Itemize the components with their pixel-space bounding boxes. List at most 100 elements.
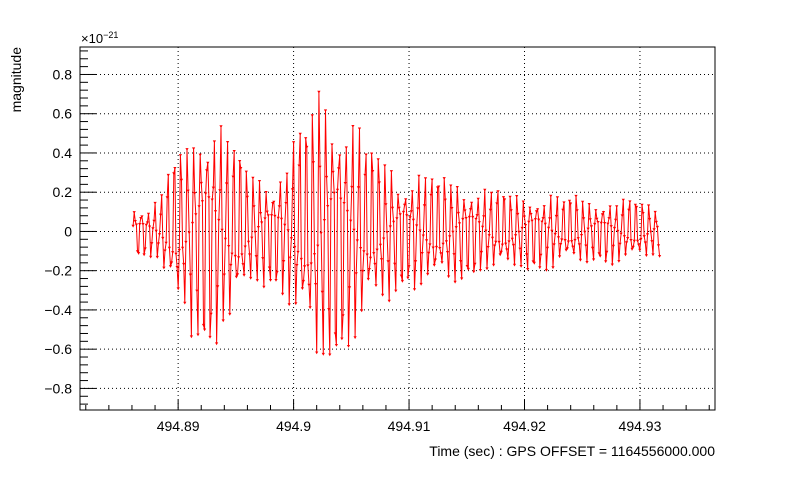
data-point (530, 219, 534, 223)
data-point (443, 198, 447, 202)
data-point (133, 220, 137, 223)
data-point (330, 143, 334, 147)
data-point (139, 217, 143, 220)
data-point (304, 137, 308, 140)
data-point (582, 217, 586, 220)
data-point (206, 161, 210, 165)
data-point (385, 231, 389, 234)
data-point (314, 283, 318, 286)
x-tick-label: 494.9 (276, 418, 311, 434)
data-point (432, 263, 436, 267)
data-point (633, 203, 637, 207)
data-point (146, 212, 151, 216)
data-point (422, 204, 426, 208)
data-point (506, 257, 510, 261)
data-point (255, 279, 259, 282)
data-point (651, 253, 655, 257)
data-point (455, 186, 459, 189)
data-point (466, 267, 470, 271)
data-point (627, 208, 631, 212)
data-point (617, 260, 621, 263)
data-point (152, 219, 156, 223)
data-point (165, 196, 169, 200)
data-point (162, 266, 166, 270)
data-point (599, 221, 603, 225)
data-point (420, 252, 424, 255)
data-point (461, 217, 465, 221)
data-point (497, 240, 501, 244)
data-point (220, 228, 224, 232)
data-point (311, 161, 315, 164)
data-point (486, 246, 490, 249)
series-line (132, 91, 661, 355)
data-point (603, 222, 607, 225)
data-point (482, 215, 486, 218)
data-point (403, 203, 407, 207)
data-point (332, 191, 336, 195)
data-point (534, 210, 539, 214)
x-tick-label: 494.93 (619, 418, 662, 434)
data-point (392, 220, 396, 224)
data-point (507, 240, 511, 244)
data-point (276, 216, 280, 220)
data-point (428, 243, 432, 247)
data-point (548, 217, 552, 221)
data-point (375, 248, 379, 252)
data-point (610, 263, 614, 267)
data-point (300, 287, 304, 290)
data-point (305, 145, 309, 149)
data-point (477, 221, 481, 224)
data-point (511, 243, 515, 247)
data-point (340, 337, 344, 341)
x-tick-label: 494.91 (388, 418, 431, 434)
data-point (623, 253, 628, 257)
data-point (551, 266, 555, 270)
data-point (540, 220, 544, 224)
data-point (472, 270, 476, 274)
data-point (205, 169, 209, 172)
data-point (198, 153, 202, 157)
data-point (224, 182, 229, 186)
data-point (612, 226, 617, 230)
data-point (547, 226, 551, 230)
data-point (630, 247, 634, 251)
data-point (283, 223, 287, 227)
data-point (550, 229, 554, 233)
data-point (450, 207, 454, 210)
data-point (643, 241, 647, 245)
data-point (235, 273, 240, 277)
data-point (370, 152, 374, 156)
data-point (644, 254, 648, 257)
data-point (373, 262, 377, 266)
data-point (144, 223, 148, 227)
data-point (495, 202, 499, 206)
data-point (652, 228, 656, 232)
data-point (529, 213, 533, 216)
data-point (346, 345, 351, 348)
data-point (254, 255, 258, 258)
data-point (493, 244, 497, 248)
data-point (457, 222, 462, 225)
data-point (496, 190, 500, 193)
data-point (132, 211, 136, 214)
data-point (587, 203, 591, 206)
data-point (173, 167, 177, 170)
data-point (505, 248, 509, 252)
data-point (594, 209, 598, 212)
data-point (376, 158, 380, 162)
y-tick-label: 0.6 (53, 106, 73, 122)
data-point (423, 177, 428, 181)
data-point (229, 263, 233, 267)
data-point (193, 192, 197, 195)
data-point (249, 276, 253, 280)
data-point (503, 198, 507, 202)
data-point (160, 194, 164, 197)
data-point (207, 196, 211, 199)
data-point (374, 284, 378, 287)
data-point (216, 285, 220, 289)
data-point (642, 235, 646, 238)
data-point (145, 221, 149, 225)
data-point (294, 302, 298, 306)
data-point (431, 246, 435, 250)
data-point (363, 173, 367, 177)
